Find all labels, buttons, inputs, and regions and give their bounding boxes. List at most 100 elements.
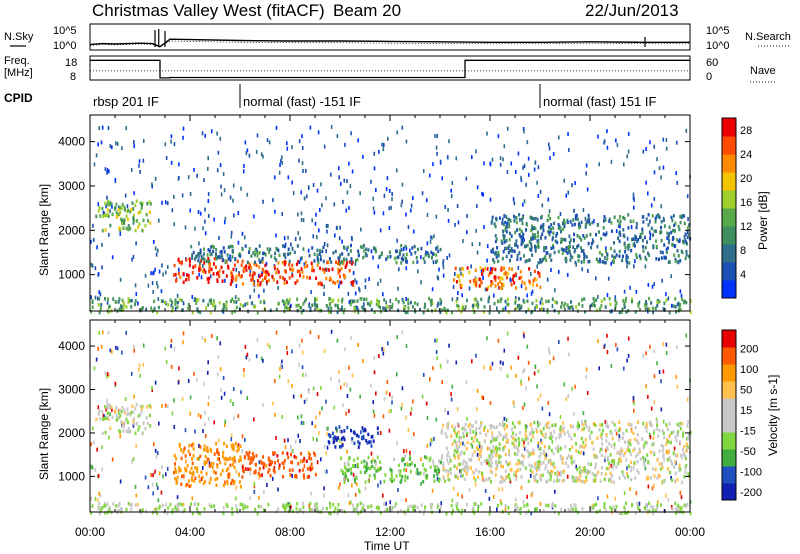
scatter-cell: [253, 288, 256, 293]
scatter-cell: [156, 450, 159, 455]
scatter-cell: [656, 157, 658, 162]
data-cell: [647, 213, 650, 217]
data-cell: [123, 303, 126, 308]
data-cell: [637, 304, 640, 308]
data-cell: [540, 214, 543, 219]
data-cell: [660, 219, 663, 224]
scatter-cell: [291, 384, 293, 389]
data-cell: [265, 280, 268, 284]
data-cell: [436, 472, 439, 477]
scatter-cell: [567, 132, 569, 137]
data-cell: [495, 461, 498, 466]
data-cell: [563, 304, 566, 308]
data-cell: [545, 503, 548, 508]
scatter-cell: [396, 441, 398, 446]
data-cell: [447, 422, 450, 427]
data-cell: [587, 462, 590, 466]
data-cell: [283, 458, 286, 463]
scatter-cell: [152, 271, 154, 276]
data-cell: [627, 445, 630, 449]
data-cell: [683, 299, 686, 303]
data-cell: [548, 232, 551, 237]
scatter-cell: [410, 203, 413, 208]
data-cell: [593, 473, 596, 478]
data-cell: [459, 441, 462, 446]
scatter-cell: [354, 479, 356, 484]
data-cell: [593, 455, 596, 459]
data-cell: [330, 306, 333, 311]
data-cell: [518, 213, 521, 217]
data-cell: [596, 308, 599, 313]
data-cell: [612, 241, 615, 245]
data-cell: [510, 282, 513, 287]
power-colorbar-swatch: [722, 190, 736, 209]
data-cell: [182, 272, 185, 276]
data-cell: [618, 511, 621, 516]
data-cell: [630, 460, 633, 465]
scatter-cell: [525, 386, 527, 391]
scatter-cell: [280, 362, 282, 367]
data-cell: [584, 443, 587, 447]
data-cell: [374, 476, 377, 480]
data-cell: [374, 247, 377, 251]
data-cell: [603, 219, 606, 223]
data-cell: [689, 310, 692, 315]
data-cell: [225, 300, 228, 304]
data-cell: [416, 302, 419, 307]
data-cell: [571, 507, 574, 512]
data-cell: [313, 259, 316, 263]
scatter-cell: [339, 428, 341, 433]
scatter-cell: [645, 302, 648, 307]
data-cell: [536, 234, 539, 238]
scatter-cell: [606, 350, 609, 355]
data-cell: [642, 220, 645, 224]
data-cell: [151, 510, 154, 515]
data-cell: [603, 260, 606, 265]
data-cell: [641, 215, 644, 219]
scatter-cell: [569, 253, 572, 258]
data-cell: [371, 464, 374, 469]
x-tick-label: 00:00: [75, 525, 105, 539]
scatter-cell: [210, 334, 213, 339]
data-cell: [357, 253, 360, 258]
data-cell: [117, 415, 120, 420]
data-cell: [409, 455, 412, 459]
data-cell: [185, 258, 188, 262]
scatter-cell: [189, 208, 192, 213]
data-cell: [548, 230, 551, 235]
data-cell: [521, 280, 524, 284]
data-cell: [591, 303, 594, 307]
scatter-cell: [241, 231, 244, 236]
data-cell: [509, 467, 512, 472]
y-tick-label: 2000: [58, 223, 85, 237]
data-cell: [498, 422, 501, 427]
data-cell: [302, 275, 305, 279]
data-cell: [679, 259, 682, 263]
data-cell: [645, 424, 648, 429]
data-cell: [139, 404, 142, 409]
scatter-cell: [243, 235, 246, 240]
data-cell: [107, 507, 110, 512]
data-cell: [656, 420, 659, 424]
data-cell: [623, 505, 626, 510]
data-cell: [491, 454, 494, 459]
scatter-cell: [325, 399, 327, 404]
scatter-cell: [261, 473, 263, 478]
data-cell: [657, 257, 660, 262]
data-cell: [180, 482, 183, 487]
data-cell: [500, 266, 503, 270]
data-cell: [249, 467, 252, 471]
scatter-cell: [359, 191, 361, 196]
scatter-cell: [396, 130, 399, 135]
data-cell: [686, 445, 689, 450]
scatter-cell: [619, 224, 621, 229]
scatter-cell: [466, 213, 468, 218]
scatter-cell: [246, 148, 249, 153]
scatter-cell: [442, 259, 445, 264]
data-cell: [504, 434, 507, 439]
scatter-cell: [339, 225, 341, 230]
scatter-cell: [477, 504, 480, 509]
scatter-cell: [281, 160, 284, 165]
data-cell: [367, 505, 370, 509]
data-cell: [246, 260, 249, 265]
